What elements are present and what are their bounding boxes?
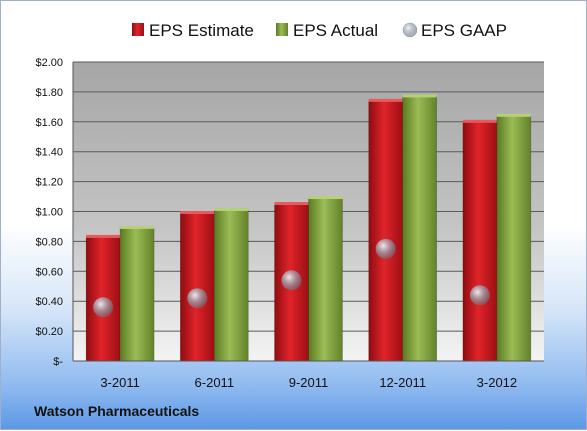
legend-swatch [276,23,288,36]
company-name: Watson Pharmaceuticals [34,403,200,419]
bar-eps-actual [119,227,155,362]
bar-eps-actual [214,209,249,362]
marker-eps-gaap [375,238,396,259]
bar-top-highlight [308,196,343,200]
legend-label: EPS Estimate [149,21,254,40]
bar-top-highlight [274,202,309,206]
bar-top-highlight [368,98,403,102]
y-tick-label: $1.80 [35,87,63,99]
marker-eps-gaap [93,297,114,318]
y-tick-label: $1.20 [35,177,63,189]
bar-eps-estimate [368,100,404,362]
x-tick-label: 9-2011 [289,375,329,390]
marker-eps-gaap [469,285,490,306]
y-tick-label: $0.20 [35,326,63,338]
y-tick-label: $1.00 [35,207,63,219]
marker-eps-gaap [187,288,208,309]
bar-eps-actual [496,115,532,362]
x-tick-label: 3-2012 [477,375,517,390]
bar-eps-actual [308,197,343,362]
y-tick-label: $1.40 [35,147,63,159]
marker-eps-gaap [281,270,302,291]
bar-top-highlight [120,225,155,229]
bar-eps-estimate [180,212,215,362]
y-tick-label: $2.00 [35,57,63,69]
bar-top-highlight [180,210,215,214]
bar-top-highlight [462,119,497,123]
x-tick-label: 3-2011 [100,375,140,390]
bar-eps-estimate [462,121,498,362]
bar-eps-actual [402,96,438,362]
y-tick-label: $1.60 [35,117,63,129]
bar-top-highlight [496,113,531,117]
legend-swatch [132,23,144,36]
legend-label: EPS Actual [293,21,378,40]
bar-top-highlight [402,94,437,98]
legend-label: EPS GAAP [421,21,507,40]
y-tick-label: $0.60 [35,266,63,278]
x-tick-label: 12-2011 [379,375,426,390]
bar-top-highlight [214,208,249,212]
bar-top-highlight [86,234,121,238]
x-tick-label: 6-2011 [195,375,235,390]
legend-swatch-gaap [402,22,418,38]
y-tick-label: $0.80 [35,236,63,248]
y-tick-label: $- [53,356,63,368]
y-tick-label: $0.40 [35,296,63,308]
